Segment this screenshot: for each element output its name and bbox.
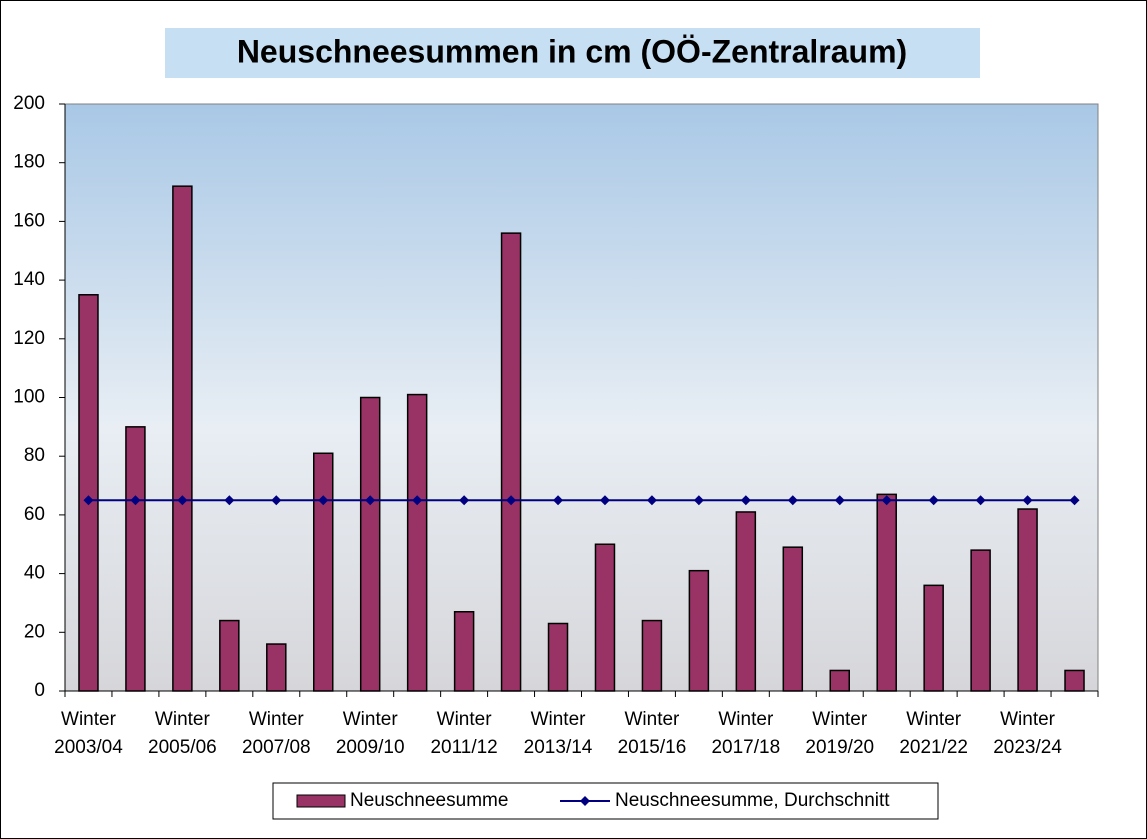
average-marker	[412, 495, 423, 506]
x-tick-label: Winter 2007/08	[242, 709, 311, 758]
average-marker	[224, 495, 235, 506]
bar	[172, 185, 193, 692]
bar	[78, 294, 99, 692]
y-tick-label: 200	[13, 93, 45, 114]
y-tick-label: 180	[13, 152, 45, 173]
bar	[1017, 508, 1038, 692]
x-tick-label: Winter 2011/12	[430, 709, 497, 758]
bar	[453, 611, 475, 692]
average-marker	[318, 495, 329, 506]
average-marker	[271, 495, 282, 506]
average-marker	[553, 495, 564, 506]
bar	[219, 619, 240, 692]
x-tick-label: Winter 2003/04	[54, 709, 123, 758]
chart-title: Neuschneesummen in cm (OÖ-Zentralraum)	[237, 33, 907, 69]
average-marker	[506, 495, 517, 506]
average-marker	[740, 495, 751, 506]
bar	[1064, 669, 1085, 692]
bar	[641, 619, 663, 692]
average-marker	[928, 495, 939, 506]
x-tick-label: Winter 2023/24	[993, 709, 1062, 758]
bar	[594, 543, 616, 692]
bar	[125, 426, 146, 692]
bar	[829, 669, 850, 692]
average-marker	[1022, 495, 1033, 506]
x-tick-label: Winter 2019/20	[805, 709, 874, 758]
average-marker	[599, 495, 610, 506]
x-tick-label: Winter 2005/06	[148, 709, 217, 758]
average-marker	[365, 495, 376, 506]
bar	[876, 493, 897, 692]
y-tick-label: 160	[13, 210, 45, 231]
bar	[970, 549, 991, 692]
x-tick-label: Winter 2013/14	[524, 709, 593, 758]
legend-label: Neuschneesumme, Durchschnitt	[615, 790, 890, 811]
bar	[782, 546, 804, 692]
title-box	[165, 28, 980, 78]
legend-swatch	[296, 794, 346, 808]
average-marker	[787, 495, 798, 506]
x-tick-label: Winter 2015/16	[618, 709, 687, 758]
average-marker	[1069, 495, 1080, 506]
average-marker	[693, 495, 704, 506]
y-tick-label: 0	[34, 680, 45, 701]
legend-label: Neuschneesumme	[350, 790, 508, 811]
bar	[266, 643, 287, 692]
y-tick-label: 40	[24, 563, 45, 584]
average-marker	[975, 495, 986, 506]
y-tick-label: 20	[24, 621, 45, 642]
average-marker	[646, 495, 657, 506]
average-marker	[130, 495, 141, 506]
average-marker	[881, 495, 892, 506]
bar	[547, 622, 569, 692]
bar	[923, 584, 944, 692]
average-marker	[459, 495, 470, 506]
bar	[735, 511, 757, 692]
y-tick-label: 60	[24, 504, 45, 525]
x-tick-label: Winter 2021/22	[899, 709, 968, 758]
y-tick-label: 140	[13, 269, 45, 290]
x-tick-label: Winter 2009/10	[336, 709, 405, 758]
average-marker	[834, 495, 845, 506]
bar	[406, 393, 428, 692]
bar	[359, 396, 381, 692]
average-marker	[83, 495, 94, 506]
average-marker	[177, 495, 188, 506]
y-tick-label: 80	[24, 445, 45, 466]
y-tick-label: 100	[13, 387, 45, 408]
bar	[313, 452, 334, 692]
x-tick-label: Winter 2017/18	[711, 709, 780, 758]
y-tick-label: 120	[13, 328, 45, 349]
legend-marker	[580, 796, 590, 806]
bar	[500, 232, 522, 692]
bar	[688, 569, 710, 692]
